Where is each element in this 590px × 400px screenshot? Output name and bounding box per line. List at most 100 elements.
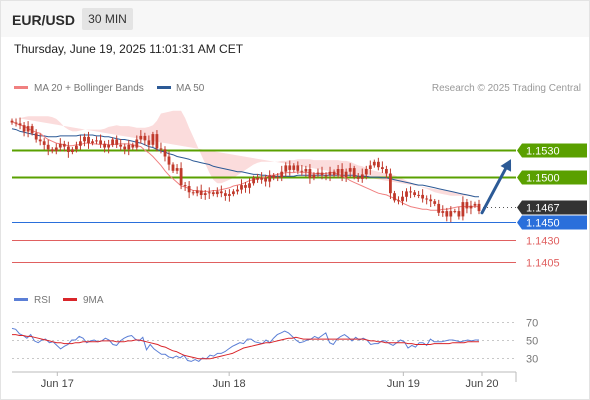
candle [46,139,50,156]
candle [159,142,163,154]
candle [377,157,380,171]
9ma-legend-label: 9MA [83,295,104,306]
timeframe-button[interactable]: 30 MIN [82,8,133,30]
candle [256,173,259,183]
candle [344,168,348,182]
candle [75,141,78,153]
bollinger-band [12,110,475,196]
ma20-legend-swatch [14,86,28,89]
candle [433,198,437,207]
rsi-tick-70: 70 [526,318,538,330]
candle [465,198,469,214]
candle [135,135,139,151]
candle [187,181,191,199]
chart-header: EUR/USD 30 MIN [1,1,589,37]
time-label: Jun 17 [41,378,74,390]
candle [143,132,147,146]
candle [123,143,127,155]
time-label: Jun 18 [213,378,246,390]
candle [453,208,457,214]
candle [107,139,110,154]
level-label-0: 1.1530 [526,146,560,158]
candle [54,143,58,155]
candle [58,138,62,152]
attribution: Research © 2025 Trading Central [432,83,581,94]
candle [42,138,46,150]
candle [348,163,352,178]
candle [336,164,340,179]
candle [296,161,300,174]
candle [240,179,243,194]
candle [26,121,30,138]
candle [207,187,211,199]
candle [151,131,155,148]
candle [115,135,119,148]
candle [276,173,280,182]
candle [139,130,143,144]
candle [163,146,167,162]
candle [14,118,18,127]
candle [127,139,131,156]
candle [352,165,356,180]
candle [364,165,368,180]
candle [445,207,449,222]
candle [179,162,183,190]
candle [260,172,263,184]
candle [340,163,344,182]
candle [405,188,408,202]
candle [417,190,420,199]
candle [10,118,14,125]
candle [34,129,38,143]
candle [71,147,74,155]
candle [409,186,412,199]
ma50-line [11,128,479,198]
candle [437,199,441,216]
candle [280,165,284,182]
candle [147,135,151,151]
level-tag-3: 1.1450 [517,215,587,230]
price-panel: 1.1530 1.1500 1.1467 1.1450 1.1430 1.1405 [10,110,587,270]
candle [272,173,276,181]
ma50-legend-label: MA 50 [176,83,205,94]
rsi-legend-label: RSI [34,295,51,306]
candle [103,140,106,153]
candle [381,161,384,174]
candle [477,199,481,215]
candle [211,190,215,197]
level-label-3: 1.1450 [526,218,560,230]
rsi-tick-50: 50 [526,336,538,348]
candle [171,162,175,174]
rsi-legend-swatch [14,298,28,301]
candle [288,160,292,176]
candle [167,151,171,171]
candle [183,181,187,191]
candle [228,189,231,202]
rsi-line [11,327,479,363]
candle [38,133,42,146]
ma20-legend-label: MA 20 + Bollinger Bands [34,83,144,94]
9ma-legend-swatch [63,298,77,301]
candle [232,189,235,197]
candle [312,172,316,181]
candle [356,173,360,182]
candle [215,187,219,198]
candle [91,139,94,146]
candle [320,166,324,180]
time-label: Jun 19 [387,378,420,390]
rsi-tick-30: 30 [526,354,538,366]
candle [469,200,473,215]
candle [30,123,34,136]
candle [461,196,465,221]
candle [50,147,54,154]
rsi-panel: 70 50 30 [11,318,538,366]
level-label-5: 1.1405 [526,258,560,270]
ma50-legend-swatch [157,86,171,89]
candle [18,117,22,130]
candle [300,164,304,176]
candle [372,159,376,168]
candle [441,205,445,217]
candle [67,141,70,158]
candle [244,181,247,193]
candle [252,175,255,186]
